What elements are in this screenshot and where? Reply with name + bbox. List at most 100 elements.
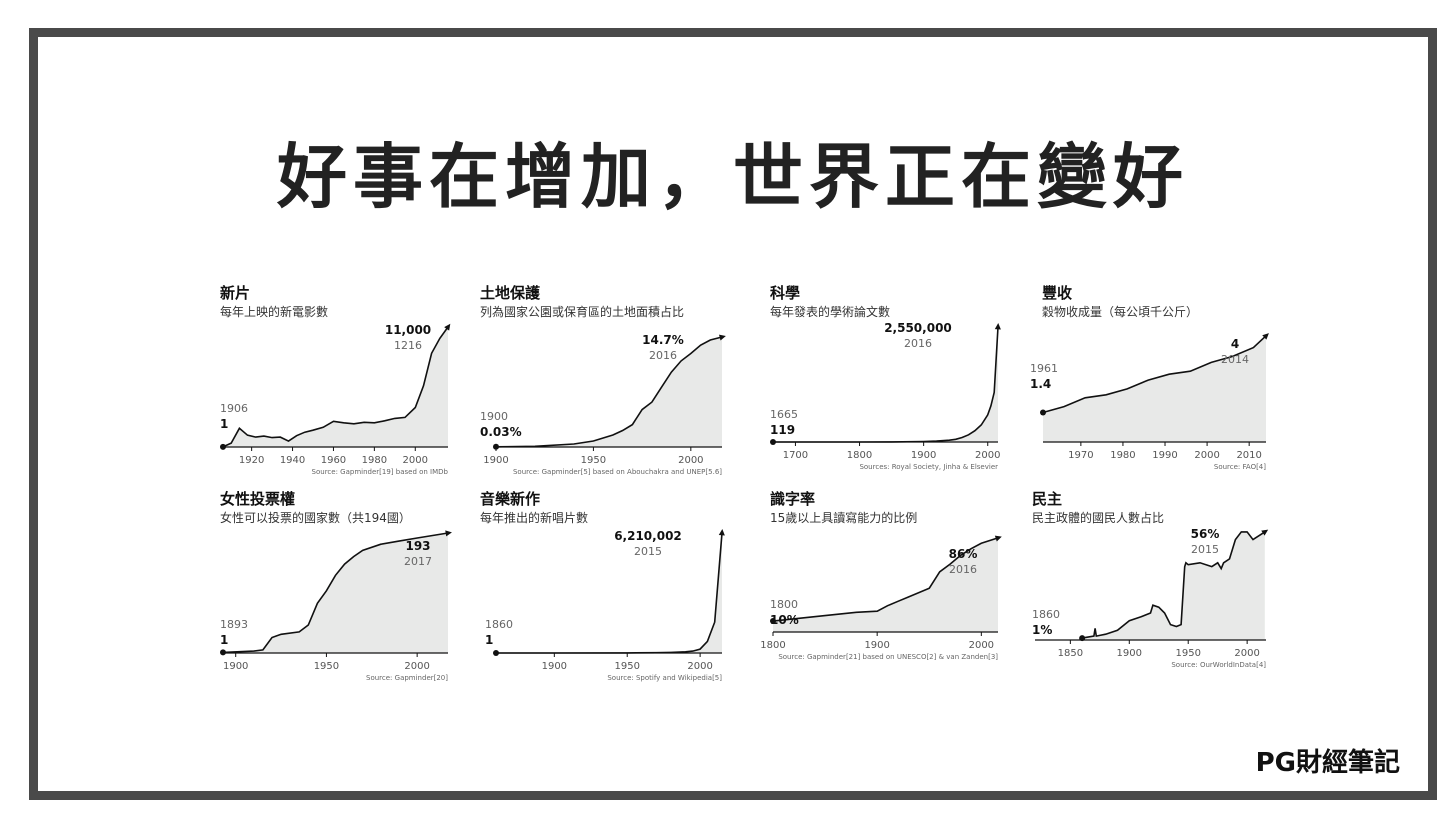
end-year-label: 2014	[1221, 353, 1249, 366]
end-arrow	[445, 530, 452, 537]
chart-svg: 1920 1940 1960 1980 2000 1906 1 11,000 1216 Sourc…	[220, 323, 451, 476]
end-year-label: 2016	[904, 337, 932, 350]
start-value-label: 1%	[1032, 623, 1052, 637]
start-value-label: 1	[220, 633, 228, 647]
chart-subtitle: 每年上映的新電影數	[220, 305, 329, 319]
start-value-label: 10%	[770, 613, 799, 627]
source-note: Source: OurWorldInData[4]	[1171, 661, 1266, 669]
end-year-label: 1216	[394, 339, 422, 352]
start-year-label: 1860	[1032, 608, 1060, 621]
tick-label: 1980	[1110, 450, 1135, 461]
area-fill	[773, 327, 998, 442]
start-year-label: 1800	[770, 598, 798, 611]
chart-svg: 1970 1980 1990 2000 2010 1961 1.4 4 2014 Source: …	[1030, 333, 1269, 471]
start-year-label: 1961	[1030, 362, 1058, 375]
chart-title: 音樂新作	[480, 490, 541, 508]
tick-label: 1980	[362, 455, 387, 466]
tick-label: 1950	[581, 455, 606, 466]
tick-label: 2000	[404, 661, 429, 672]
chart-panel: 豐收 穀物收成量（每公頃千公斤） 1970 1980 1990 2000 2010 1961 1…	[1030, 282, 1290, 482]
start-year-label: 1900	[480, 410, 508, 423]
area-fill	[223, 533, 448, 653]
series-line	[496, 532, 723, 654]
chart-panel: 民主 民主政體的國民人數占比 1850 1900 1950 2000 1860 1% 56% 20…	[1030, 488, 1280, 688]
area-fill	[1082, 531, 1265, 640]
source-note: Source: Spotify and Wikipedia[5]	[607, 674, 722, 682]
tick-label: 1900	[1117, 648, 1142, 659]
end-arrow	[994, 535, 1002, 542]
start-value-label: 119	[770, 423, 795, 437]
end-value-label: 11,000	[385, 323, 431, 337]
start-point	[493, 443, 499, 450]
area-fill	[223, 327, 448, 447]
end-arrow	[718, 529, 725, 536]
tick-label: 1970	[1068, 450, 1093, 461]
end-arrow	[719, 334, 726, 341]
end-value-label: 2,550,000	[884, 321, 952, 335]
tick-label: 1700	[783, 450, 808, 461]
end-value-label: 6,210,002	[614, 529, 682, 543]
chart-panel: 女性投票權 女性可以投票的國家數（共194國） 1900 1950 2000 1893 1 1…	[218, 488, 468, 688]
tick-label: 1950	[1175, 648, 1200, 659]
end-arrow	[1261, 529, 1269, 536]
tick-label: 1950	[614, 661, 639, 672]
chart-title: 科學	[770, 284, 801, 302]
tick-label: 1900	[542, 661, 567, 672]
tick-label: 2010	[1236, 450, 1261, 461]
end-value-label: 193	[405, 539, 430, 553]
source-note: Source: Gapminder[20]	[366, 674, 448, 682]
tick-label: 2000	[403, 455, 428, 466]
brand-label: PG財經筆記	[1255, 748, 1400, 778]
chart-title: 民主	[1032, 490, 1063, 508]
start-year-label: 1665	[770, 408, 798, 421]
start-year-label: 1906	[220, 402, 248, 415]
chart-subtitle: 列為國家公園或保育區的土地面積占比	[480, 305, 685, 319]
chart-title: 女性投票權	[220, 490, 296, 508]
end-year-label: 2016	[649, 349, 677, 362]
tick-label: 1900	[223, 661, 248, 672]
chart-subtitle: 15歲以上具讀寫能力的比例	[770, 511, 918, 525]
source-note: Source: Gapminder[19] based on IMDb	[312, 468, 449, 476]
chart-title: 識字率	[770, 490, 816, 508]
start-point	[770, 618, 776, 625]
tick-label: 2000	[687, 661, 712, 672]
chart-subtitle: 每年發表的學術論文數	[770, 305, 891, 319]
chart-svg: 1700 1800 1900 2000 1665 119 2,550,000 2016 Sour…	[770, 321, 1001, 471]
end-arrow	[444, 323, 451, 331]
tick-label: 1900	[483, 455, 508, 466]
end-year-label: 2015	[634, 545, 662, 558]
chart-subtitle: 每年推出的新唱片數	[480, 511, 589, 525]
start-value-label: 1	[485, 633, 493, 647]
chart-panel: 音樂新作 每年推出的新唱片數 1900 1950 2000 1860 1 6,210,002 2…	[478, 488, 728, 688]
series-line	[773, 326, 999, 443]
chart-title: 新片	[220, 284, 251, 302]
start-point	[493, 650, 499, 656]
chart-panel: 識字率 15歲以上具讀寫能力的比例 1800 1900 2000 1800 10% 86% 20…	[760, 488, 1018, 688]
series-line	[222, 326, 449, 448]
end-year-label: 2017	[404, 555, 432, 568]
area-fill	[1043, 335, 1266, 442]
tick-label: 2000	[969, 640, 994, 651]
chart-panel: 科學 每年發表的學術論文數 1700 1800 1900 2000 1665 119 2,550…	[768, 282, 1018, 482]
series-line	[495, 336, 723, 448]
start-year-label: 1893	[220, 618, 248, 631]
tick-label: 1900	[911, 450, 936, 461]
tick-label: 1960	[321, 455, 346, 466]
end-year-label: 2015	[1191, 543, 1219, 556]
start-point	[1079, 635, 1086, 642]
end-value-label: 56%	[1191, 527, 1220, 541]
chart-subtitle: 女性可以投票的國家數（共194國）	[220, 511, 411, 525]
tick-label: 1800	[760, 640, 785, 651]
chart-svg: 1800 1900 2000 1800 10% 86% 2016 Source: Gapmin…	[760, 535, 1002, 661]
chart-subtitle: 穀物收成量（每公頃千公斤）	[1042, 305, 1199, 319]
chart-panel: 新片 每年上映的新電影數 1920 1940 1960 1980 2000 1906 1 11,0…	[218, 282, 468, 482]
start-point	[770, 438, 776, 445]
chart-svg: 1900 1950 2000 1900 0.03% 14.7% 2016 Source: Ga…	[480, 333, 726, 476]
tick-label: 1900	[864, 640, 889, 651]
start-value-label: 1.4	[1030, 377, 1051, 391]
tick-label: 1990	[1152, 450, 1177, 461]
tick-label: 1850	[1058, 648, 1083, 659]
series-line	[772, 537, 999, 622]
tick-label: 1800	[847, 450, 872, 461]
start-point	[1040, 409, 1046, 416]
